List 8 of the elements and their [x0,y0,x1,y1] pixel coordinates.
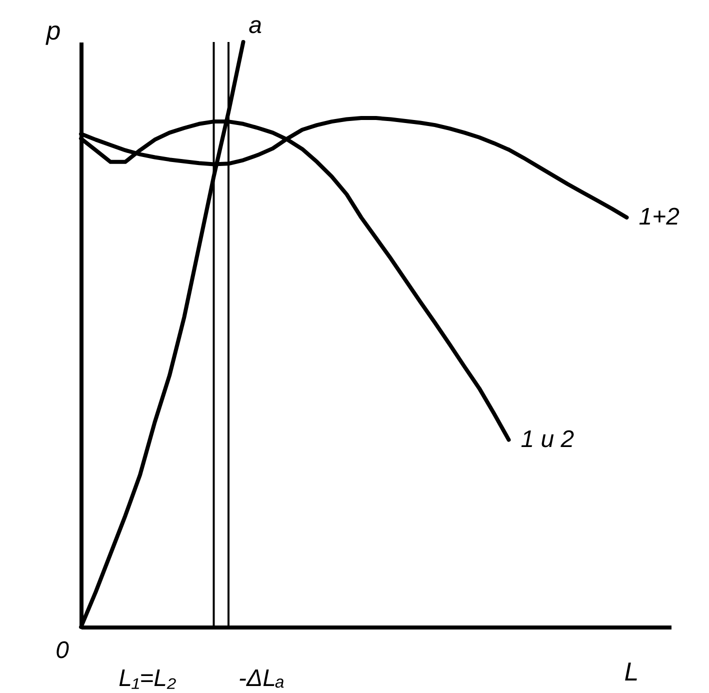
series-label: a [248,12,262,39]
text: L₁=L₂ [118,665,176,692]
text: -ΔLₐ [238,665,285,692]
text: 0 [56,637,70,664]
series-label: 1+2 [638,204,680,230]
y-axis-title: p [45,16,61,46]
series-label: 1 и 2 [520,426,574,453]
x-axis-title: L [624,656,639,686]
